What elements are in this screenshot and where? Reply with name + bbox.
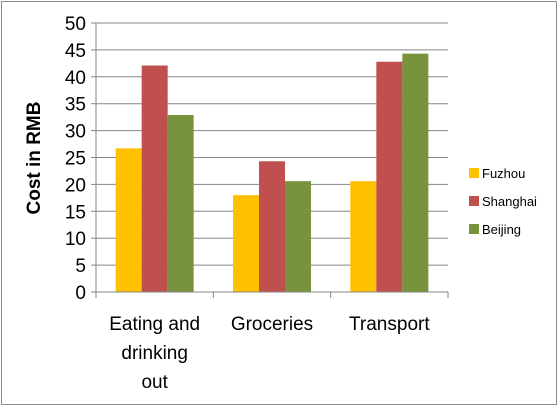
legend-label-fuzhou: Fuzhou xyxy=(482,166,525,181)
bar-beijing-2 xyxy=(402,53,429,292)
x-category-label: Groceries xyxy=(231,314,313,335)
y-tick-label: 0 xyxy=(75,283,86,304)
bar-shanghai-0 xyxy=(141,65,168,292)
y-tick-label: 45 xyxy=(65,41,86,62)
y-tick-label: 25 xyxy=(65,149,86,170)
axes xyxy=(91,22,449,298)
bar-beijing-1 xyxy=(285,181,311,292)
y-tick-label: 5 xyxy=(75,256,86,277)
y-tick-label: 10 xyxy=(65,229,86,250)
bar-fuzhou-0 xyxy=(115,148,142,292)
x-category-label: Eating and xyxy=(109,314,200,335)
y-tick-label: 35 xyxy=(65,95,86,116)
legend-swatch-fuzhou xyxy=(469,168,479,178)
y-tick-label: 30 xyxy=(65,122,86,143)
legend-swatch-beijing xyxy=(469,224,479,234)
bar-fuzhou-2 xyxy=(350,181,377,292)
x-category-labels: Eating and drinking out Groceries Transport xyxy=(109,314,430,393)
y-tick-label: 40 xyxy=(65,68,86,89)
bar-shanghai-2 xyxy=(376,61,403,293)
y-axis-label: Cost in RMB xyxy=(24,102,45,215)
legend-label-beijing: Beijing xyxy=(482,222,521,237)
x-category-label: drinking xyxy=(121,343,188,364)
bars xyxy=(115,53,429,293)
y-tick-label: 50 xyxy=(65,14,86,35)
bar-shanghai-1 xyxy=(259,161,285,292)
x-category-label: out xyxy=(141,372,168,393)
bar-fuzhou-1 xyxy=(233,195,259,292)
legend: Fuzhou Shanghai Beijing xyxy=(469,166,537,237)
legend-label-shanghai: Shanghai xyxy=(482,194,537,209)
y-tick-label: 20 xyxy=(65,175,86,196)
legend-swatch-shanghai xyxy=(469,196,479,206)
x-category-label: Transport xyxy=(349,314,430,335)
y-tick-labels: 0 5 10 15 20 25 30 35 40 45 50 xyxy=(65,14,86,304)
bar-beijing-0 xyxy=(167,114,194,292)
y-tick-label: 15 xyxy=(65,202,86,223)
